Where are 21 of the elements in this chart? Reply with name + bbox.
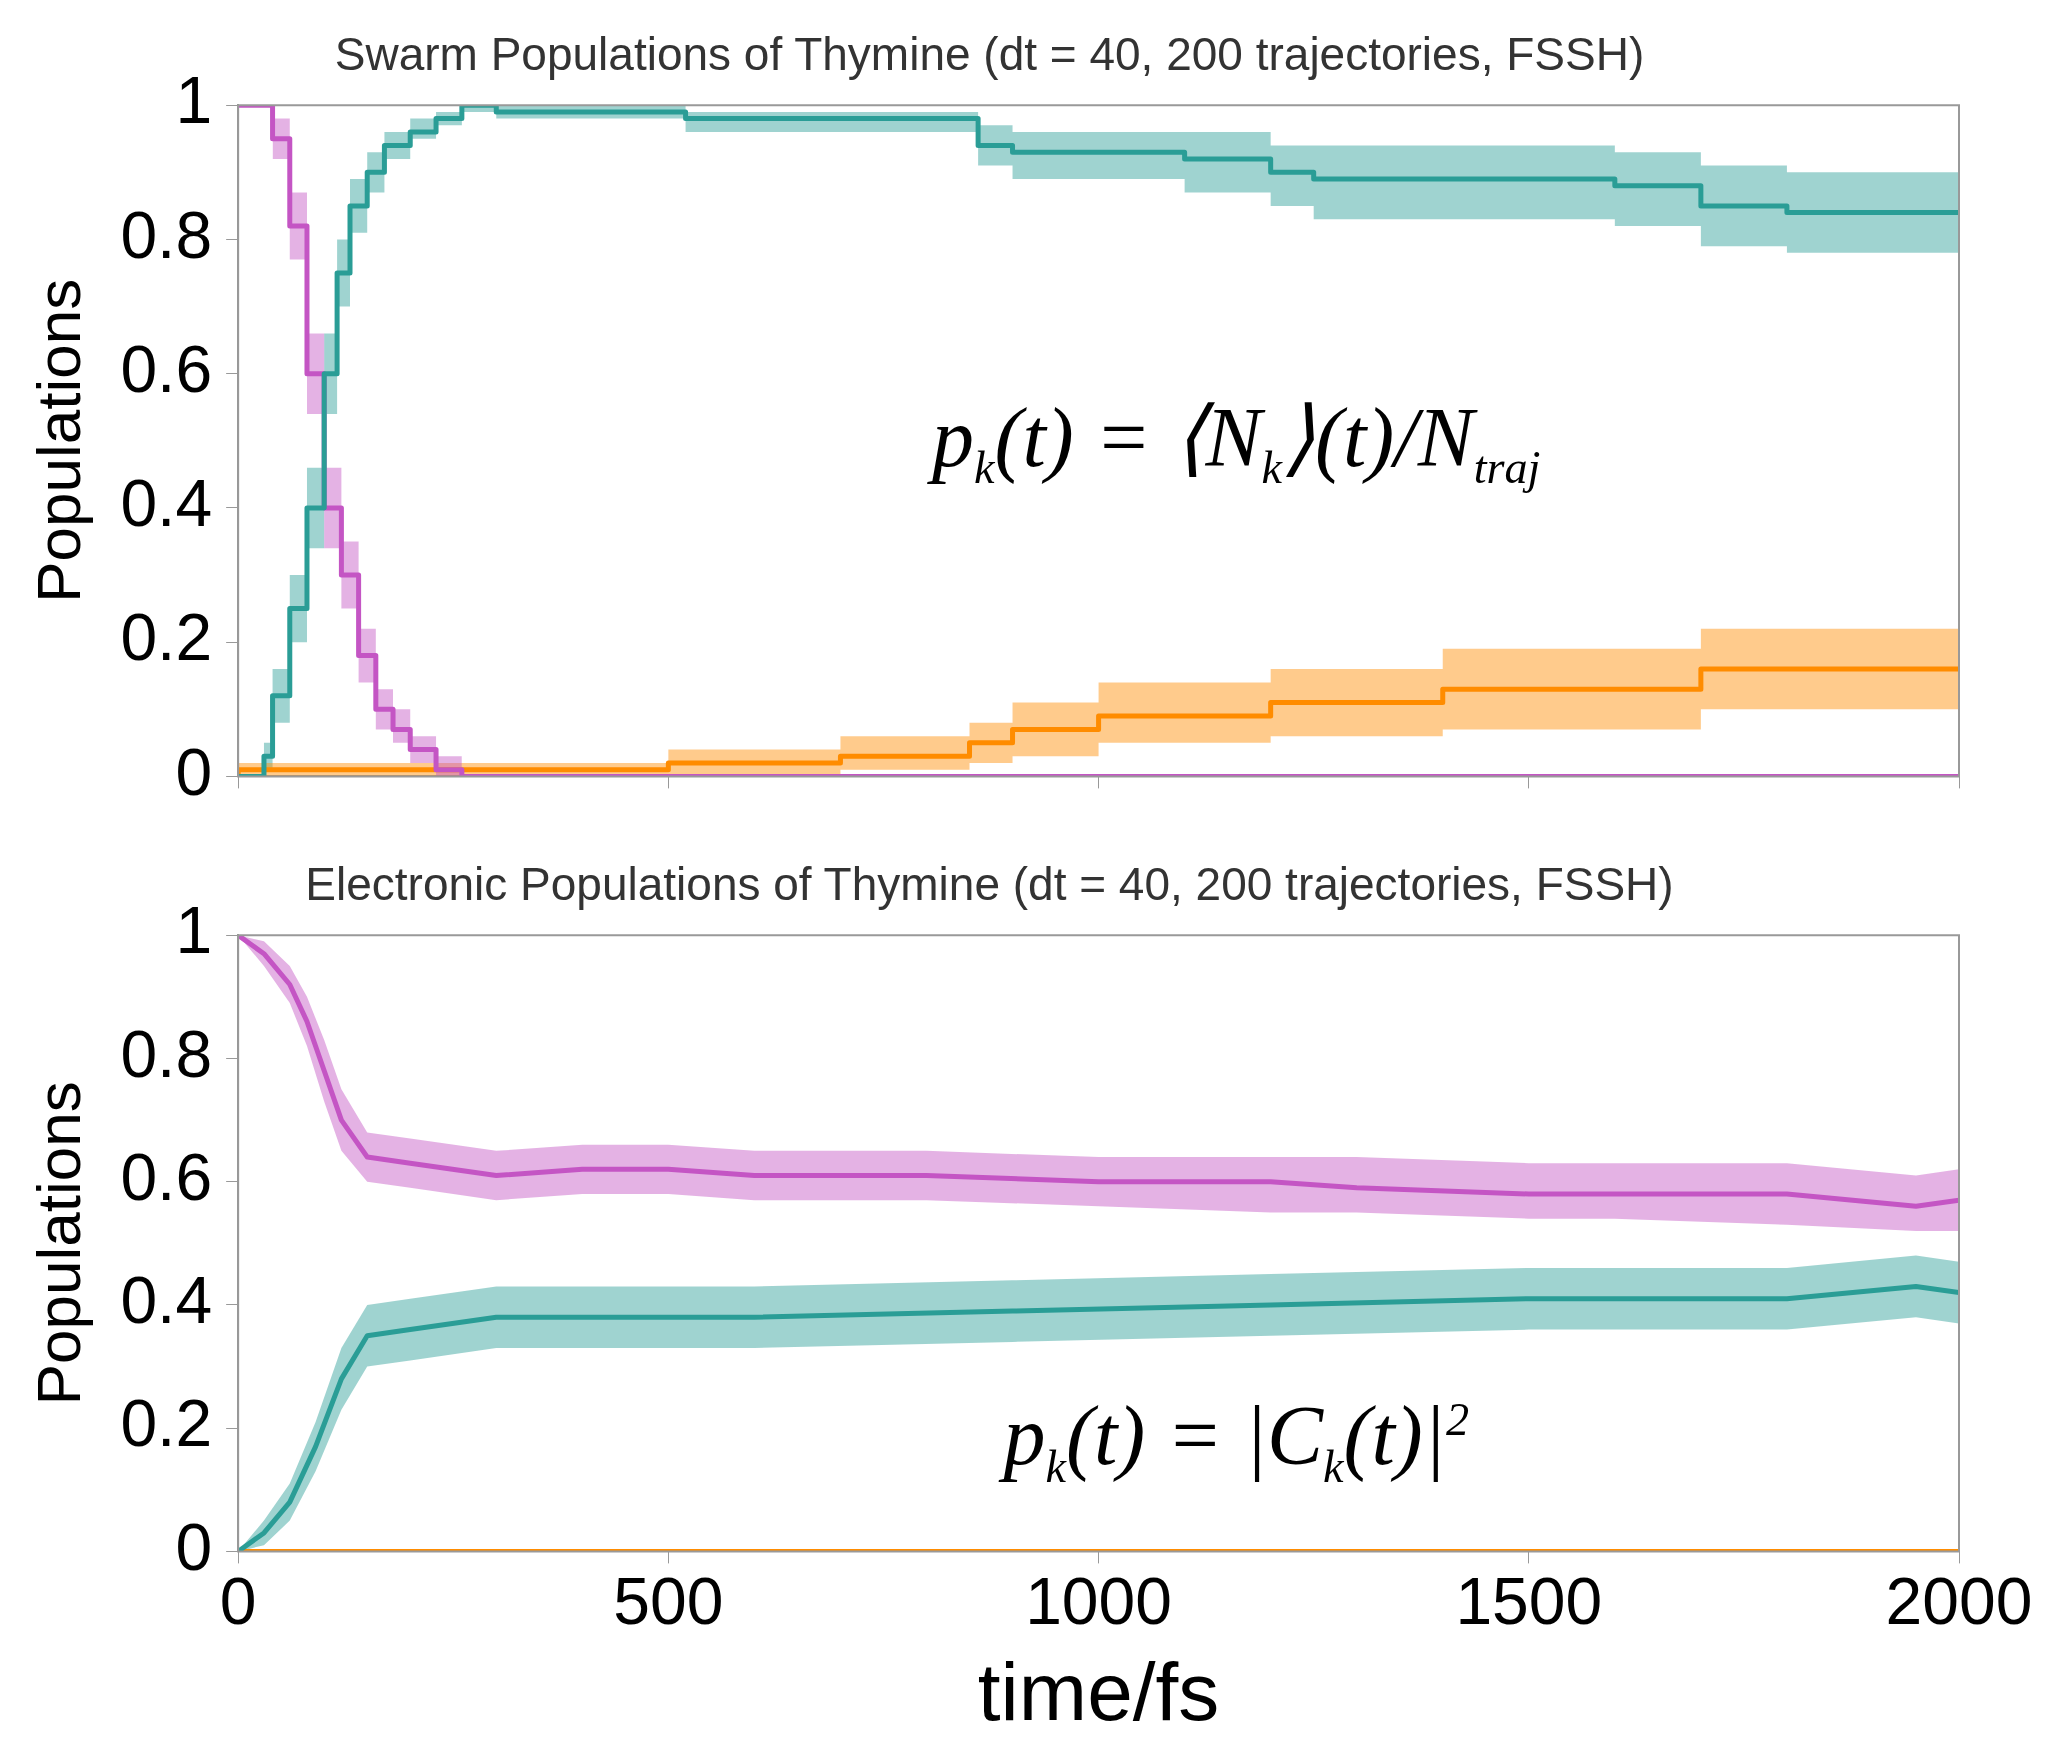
y-axis-title: Populations xyxy=(24,278,94,603)
x-tick-label: 2000 xyxy=(1885,1564,2033,1639)
y-tick-label: 1 xyxy=(175,63,213,138)
chart-title: Swarm Populations of Thymine (dt = 40, 200 trajectories, FSSH) xyxy=(334,28,1645,81)
y-tick-label: 0.6 xyxy=(120,331,213,406)
y-tick-label: 0.2 xyxy=(120,600,213,675)
y-tick-label: 0 xyxy=(175,734,213,809)
y-tick-label: 0.8 xyxy=(120,197,213,272)
x-tick-label: 500 xyxy=(613,1564,724,1639)
y-tick-label: 0.2 xyxy=(120,1386,213,1461)
x-tick-label: 1500 xyxy=(1455,1564,1603,1639)
x-tick-label: 1000 xyxy=(1025,1564,1172,1639)
y-tick-label: 0.8 xyxy=(120,1016,213,1091)
chart-title: Electronic Populations of Thymine (dt = 40, 200 trajectories, FSSH) xyxy=(305,858,1674,911)
x-axis-title: time/fs xyxy=(977,1646,1220,1738)
y-tick-label: 0.4 xyxy=(120,466,213,541)
y-tick-label: 0.4 xyxy=(120,1263,213,1338)
y-tick-label: 1 xyxy=(175,893,213,968)
y-tick-label: 0.6 xyxy=(120,1139,213,1214)
y-axis-title: Populations xyxy=(24,1081,94,1406)
y-tick-label: 0 xyxy=(175,1509,213,1584)
